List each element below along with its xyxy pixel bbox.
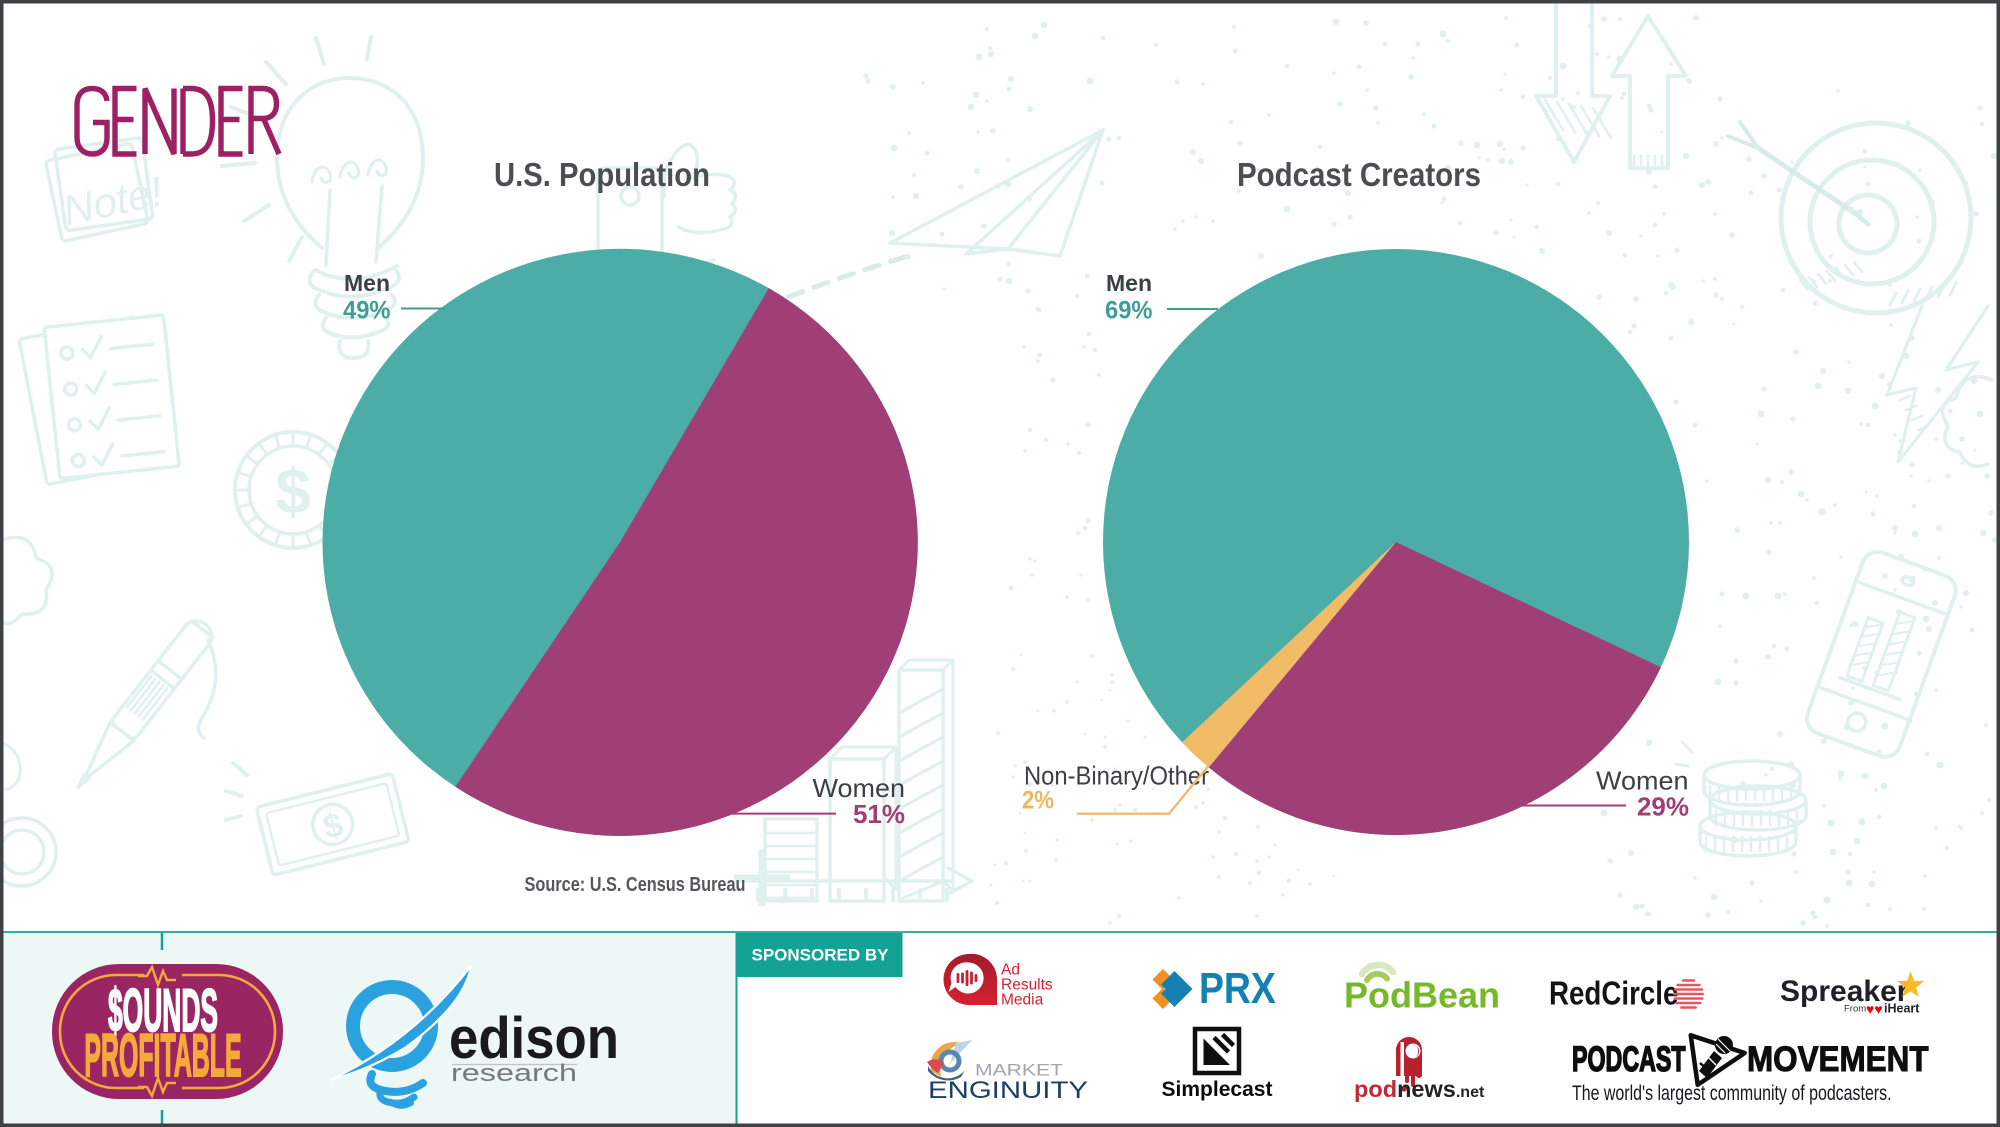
svg-text:Non-Binary/Other: Non-Binary/Other bbox=[1024, 761, 1209, 791]
svg-text:Spreaker: Spreaker bbox=[1780, 975, 1909, 1008]
svg-text:$OUNDS: $OUNDS bbox=[108, 977, 218, 1044]
svg-text:49%: 49% bbox=[343, 297, 391, 325]
svg-text:MOVEMENT: MOVEMENT bbox=[1747, 1040, 1929, 1079]
svg-text:U.S. Population: U.S. Population bbox=[494, 156, 710, 193]
svg-text:From: From bbox=[1844, 1004, 1866, 1015]
svg-text:Men: Men bbox=[1106, 270, 1152, 296]
svg-text:Source: U.S. Census Bureau: Source: U.S. Census Bureau bbox=[525, 874, 746, 896]
svg-text:Results: Results bbox=[1001, 977, 1053, 994]
svg-text:$: $ bbox=[275, 455, 311, 527]
svg-text:Media: Media bbox=[1001, 992, 1044, 1009]
svg-text:iHeart: iHeart bbox=[1884, 1002, 1920, 1016]
svg-text:PODCAST: PODCAST bbox=[1572, 1040, 1686, 1079]
svg-text:Women: Women bbox=[813, 773, 906, 803]
svg-text:Podcast Creators: Podcast Creators bbox=[1237, 156, 1481, 193]
svg-text:Men: Men bbox=[344, 270, 390, 296]
svg-text:51%: 51% bbox=[853, 799, 905, 829]
svg-text:research: research bbox=[451, 1060, 577, 1087]
svg-text:MARKET: MARKET bbox=[975, 1062, 1063, 1080]
svg-text:RedCircle: RedCircle bbox=[1549, 975, 1678, 1012]
svg-text:69%: 69% bbox=[1105, 297, 1153, 325]
svg-text:The world's largest community: The world's largest community of podcast… bbox=[1572, 1081, 1892, 1105]
svg-text:29%: 29% bbox=[1637, 792, 1689, 822]
svg-text:Simplecast: Simplecast bbox=[1162, 1078, 1273, 1101]
svg-text:Women: Women bbox=[1596, 766, 1689, 796]
svg-text:PRX: PRX bbox=[1199, 963, 1276, 1013]
svg-text:PodBean: PodBean bbox=[1344, 975, 1500, 1016]
svg-text:Ad: Ad bbox=[1001, 962, 1020, 979]
svg-text:SPONSORED BY: SPONSORED BY bbox=[752, 947, 889, 965]
svg-text:ENGINUITY: ENGINUITY bbox=[928, 1077, 1088, 1104]
svg-text:PROFITABLE: PROFITABLE bbox=[84, 1021, 241, 1089]
svg-text:♥♥: ♥♥ bbox=[1866, 1001, 1883, 1017]
svg-text:edison: edison bbox=[449, 1006, 619, 1071]
svg-text:2%: 2% bbox=[1022, 787, 1054, 815]
svg-text:podnews.net: podnews.net bbox=[1354, 1076, 1485, 1102]
